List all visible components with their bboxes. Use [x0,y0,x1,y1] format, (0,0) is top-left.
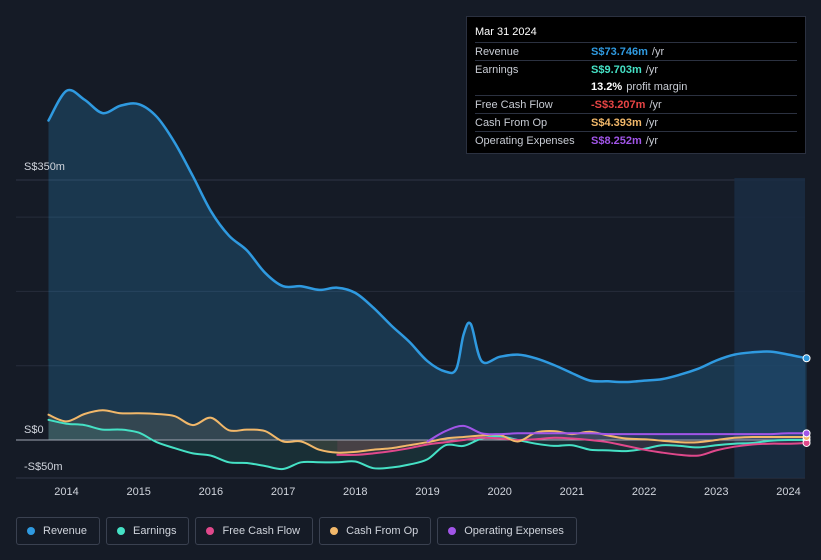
legend-label: Cash From Op [346,525,419,537]
legend-label: Earnings [133,525,177,537]
legend: Revenue Earnings Free Cash Flow Cash Fro… [16,517,577,545]
end-dot-operating-expenses [802,429,811,438]
legend-dot-icon [117,527,126,535]
tooltip-label: Operating Expenses [475,134,575,147]
legend-label: Free Cash Flow [222,525,301,537]
tooltip-label: Cash From Op [475,116,548,129]
line-revenue [47,88,808,384]
x-tick-label: 2024 [776,486,800,498]
x-tick-label: 2018 [343,486,367,498]
legend-label: Revenue [43,525,88,537]
tooltip-label: Revenue [475,45,520,58]
line-earnings [47,418,808,471]
x-tick-label: 2019 [415,486,439,498]
legend-dot-icon [448,527,457,535]
tooltip-unit: profit margin [626,80,688,93]
legend-item-operating-expenses[interactable]: Operating Expenses [437,517,577,545]
tooltip-value: S$73.746m [591,45,648,58]
line-free-cash-flow [336,436,808,457]
line-operating-expenses [426,424,808,443]
tooltip-value: S$8.252m [591,134,642,147]
legend-item-cash-from-op[interactable]: Cash From Op [319,517,432,545]
legend-dot-icon [330,527,339,535]
y-label-zero: S$0 [24,424,44,436]
tooltip-value: S$4.393m [591,116,642,129]
x-tick-label: 2020 [487,486,511,498]
tooltip-unit: /yr [645,134,658,147]
tooltip-row-fcf: Free Cash Flow -S$3.207m /yr [475,95,797,113]
tooltip-row-margin: 13.2% profit margin [475,78,797,95]
area-cash-from-op [48,410,807,453]
series-end-dots [802,354,811,447]
x-tick-label: 2016 [199,486,223,498]
x-tick-label: 2017 [271,486,295,498]
x-tick-label: 2015 [126,486,150,498]
legend-item-revenue[interactable]: Revenue [16,517,101,545]
tooltip-panel: Mar 31 2024 Revenue S$73.746m /yr Earnin… [466,16,806,154]
legend-label: Operating Expenses [464,525,564,537]
x-tick-label: 2021 [560,486,584,498]
area-revenue [48,89,807,441]
tooltip-label: Earnings [475,63,519,76]
y-label-bottom: -S$50m [24,461,63,473]
tooltip-row-opex: Operating Expenses S$8.252m /yr [475,131,797,149]
tooltip-row-cfo: Cash From Op S$4.393m /yr [475,113,797,131]
tooltip-row-earnings: Earnings S$9.703m /yr [475,60,797,78]
series-lines [47,88,808,471]
gridlines [16,179,805,479]
tooltip-unit: /yr [649,98,662,111]
tooltip-unit: /yr [645,116,658,129]
tooltip-date: Mar 31 2024 [475,26,537,38]
area-operating-expenses [427,425,807,442]
x-tick-label: 2023 [704,486,728,498]
x-axis-ticks: 2014 2015 2016 2017 2018 2019 2020 2021 2022 2023… [54,486,800,498]
y-label-top: S$350m [24,161,65,173]
legend-item-earnings[interactable]: Earnings [106,517,190,545]
x-tick-label: 2022 [632,486,656,498]
forecast-band [734,178,805,478]
tooltip-value: -S$3.207m [591,98,646,111]
legend-dot-icon [206,527,215,535]
legend-item-free-cash-flow[interactable]: Free Cash Flow [195,517,314,545]
tooltip-value: S$9.703m [591,63,642,76]
tooltip-label: Free Cash Flow [475,98,553,111]
tooltip-unit: /yr [651,45,665,58]
tooltip-row-revenue: Revenue S$73.746m /yr [475,42,797,60]
tooltip-value: 13.2% [591,80,623,93]
x-tick-label: 2014 [54,486,78,498]
tooltip-unit: /yr [645,63,658,76]
end-dot-revenue [802,354,811,363]
legend-dot-icon [27,527,35,535]
